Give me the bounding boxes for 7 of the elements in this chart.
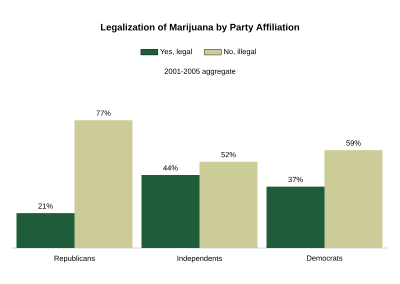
bar [266,186,325,248]
chart-title: Legalization of Marijuana by Party Affiliation [100,24,300,32]
bar [142,175,200,248]
bar [16,213,74,248]
bar [324,150,383,248]
bar [200,162,258,248]
bar [74,120,132,248]
